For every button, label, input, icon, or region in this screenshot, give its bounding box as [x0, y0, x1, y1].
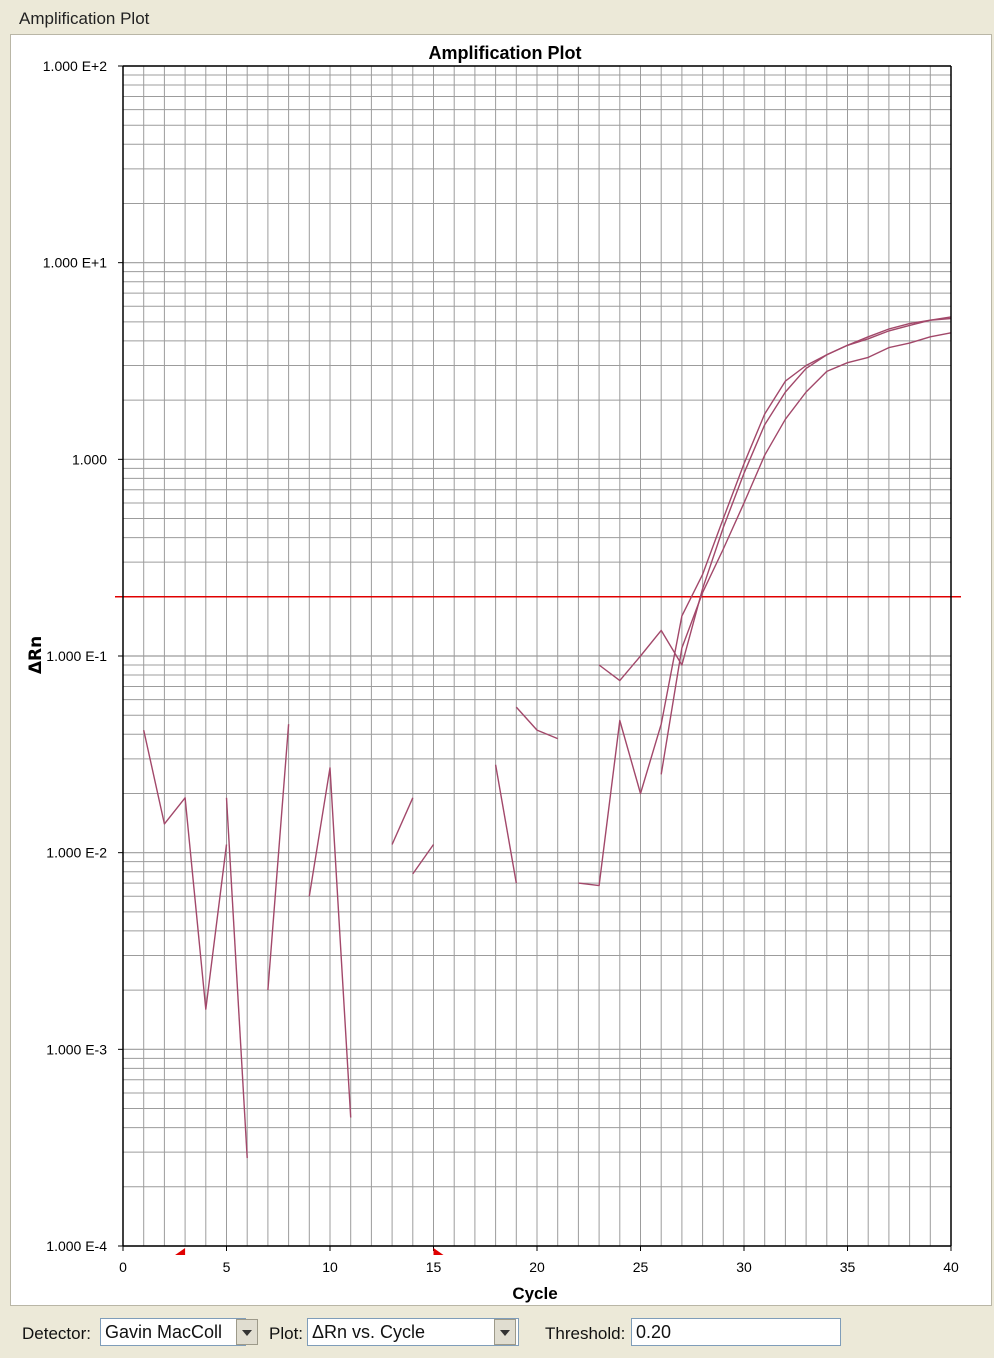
x-tick-label: 5: [223, 1259, 231, 1275]
series-line-segment: [308, 767, 352, 1118]
x-tick-label: 40: [943, 1259, 959, 1275]
grid: [122, 65, 952, 1247]
threshold-label: Threshold:: [545, 1324, 626, 1343]
series-line-segment: [660, 332, 952, 775]
y-tick-label: 1.000 E+2: [43, 58, 107, 74]
x-tick-label: 25: [633, 1259, 649, 1275]
series-line-segment: [267, 724, 290, 991]
x-tick-label: 15: [426, 1259, 442, 1275]
series-1: [143, 316, 952, 1159]
x-tick-label: 35: [840, 1259, 856, 1275]
series-line-segment: [494, 764, 517, 884]
x-tick-label: 30: [736, 1259, 752, 1275]
y-tick-label: 1.000 E-1: [46, 648, 107, 664]
x-axis-label: Cycle: [512, 1284, 557, 1303]
x-tick-label: 20: [529, 1259, 545, 1275]
y-axis-label: ΔRn: [26, 636, 46, 674]
detector-dropdown-icon[interactable]: [236, 1319, 258, 1345]
series-line-segment: [391, 797, 414, 845]
threshold-input[interactable]: 0.20: [631, 1318, 841, 1346]
y-tick-label: 1.000 E-3: [46, 1041, 107, 1057]
series-line-segment: [143, 729, 228, 1010]
plot-label: Plot:: [269, 1324, 304, 1343]
detector-select[interactable]: Gavin MacColl: [100, 1318, 246, 1346]
series-3: [660, 332, 952, 775]
series-line-segment: [578, 316, 952, 887]
series-layer: [143, 316, 952, 1159]
series-2: [598, 317, 952, 682]
x-tick-label: 0: [119, 1259, 127, 1275]
y-tick-label: 1.000 E-2: [46, 845, 107, 861]
y-tick-label: 1.000 E-4: [46, 1238, 107, 1254]
detector-label: Detector:: [22, 1324, 91, 1343]
baseline-start-marker[interactable]: [175, 1248, 186, 1255]
series-line-segment: [515, 706, 558, 740]
plot-dropdown-icon[interactable]: [494, 1319, 516, 1345]
x-tick-label: 10: [322, 1259, 338, 1275]
series-line-segment: [412, 844, 435, 875]
series-line-segment: [225, 797, 248, 1159]
plot-select[interactable]: ΔRn vs. Cycle: [307, 1318, 519, 1346]
amplification-plot-panel: 0 5 10 15 20 25 30 35 40 1.000 E+2 1.000 E+1 1.000 1…: [10, 34, 992, 1306]
y-tick-label: 1.000: [72, 451, 107, 467]
plot-toolbar: Detector: Gavin MacColl Plot: ΔRn vs. Cy…: [10, 1312, 990, 1352]
y-tick-label: 1.000 E+1: [43, 255, 107, 271]
amplification-chart[interactable]: 0 5 10 15 20 25 30 35 40 1.000 E+2 1.000 E+1 1.000 1…: [11, 35, 991, 1305]
chart-title: Amplification Plot: [429, 43, 582, 63]
baseline-end-marker[interactable]: [433, 1248, 444, 1255]
axis-layer: 0 5 10 15 20 25 30 35 40 1.000 E+2 1.000 E+1 1.000 1…: [43, 58, 959, 1275]
window-title: Amplification Plot: [19, 9, 150, 28]
series-line-segment: [598, 317, 952, 682]
